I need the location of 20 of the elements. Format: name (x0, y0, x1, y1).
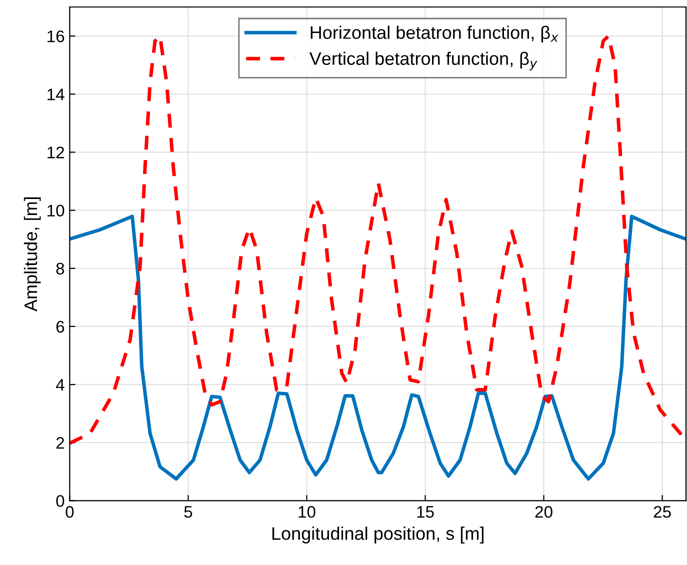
y-tick-label: 2 (56, 437, 64, 449)
line-series (70, 214, 686, 481)
x-tick-label: 25 (654, 506, 671, 518)
x-tick-label: 20 (535, 506, 552, 518)
x-axis-title: Longitudinal position, s [m] (272, 526, 484, 544)
legend-label: Vertical betatron function, β$_{y}$ (309, 52, 538, 70)
y-tick-label: 16 (48, 30, 64, 42)
legend-label: Horizontal betatron function, β$_{x}$ (310, 26, 558, 43)
y-tick-label: 6 (56, 320, 64, 333)
y-tick-label: 14 (48, 88, 64, 100)
x-tick-label: 0 (66, 506, 74, 518)
y-axis-title: Amplitude, [m] (24, 197, 41, 312)
y-tick-label: 10 (48, 204, 64, 216)
y-tick-label: 0 (56, 495, 64, 507)
y-tick-label: 12 (48, 146, 64, 158)
x-tick-label: 5 (184, 506, 192, 518)
y-tick-label: 8 (56, 262, 64, 275)
y-tick-label: 4 (56, 379, 64, 391)
x-tick-label: 10 (298, 506, 316, 518)
x-tick-label: 15 (417, 506, 434, 518)
